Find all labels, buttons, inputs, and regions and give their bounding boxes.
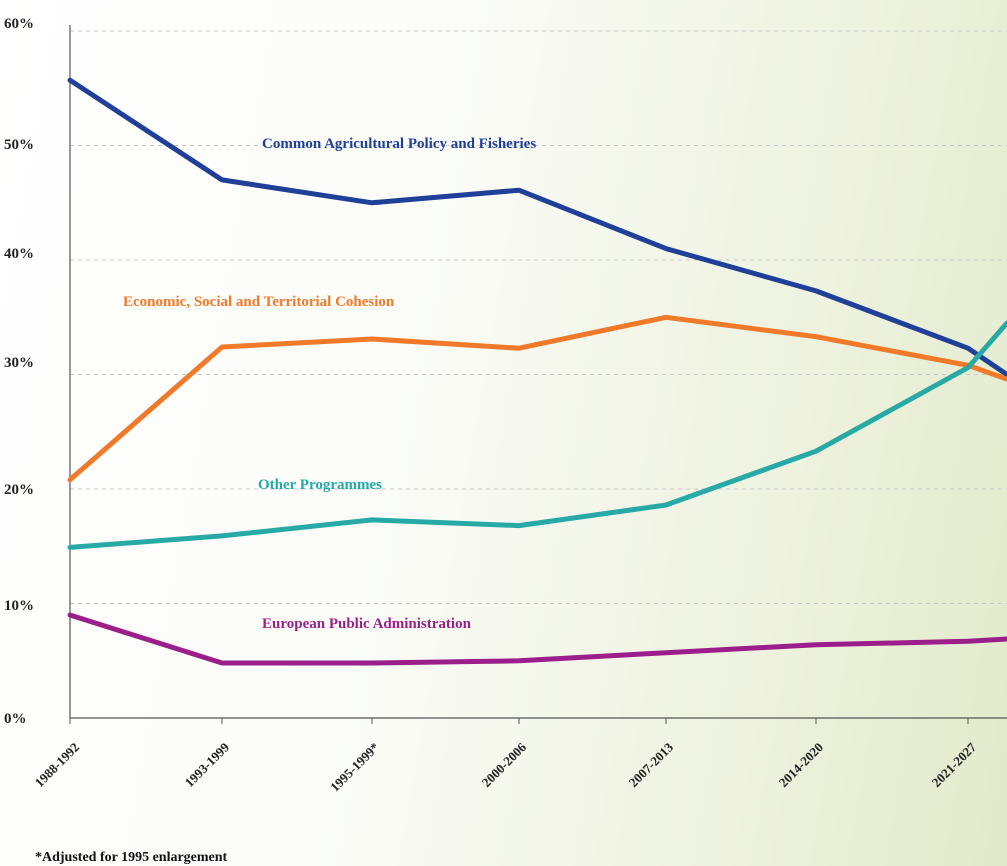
x-tick-label: 2014-2020 bbox=[776, 740, 826, 790]
x-tick-label: 2007-2013 bbox=[626, 739, 677, 790]
series-label-cohesion: Economic, Social and Territorial Cohesio… bbox=[123, 294, 395, 310]
series-label-admin: European Public Administration bbox=[262, 616, 472, 632]
x-tick-label: 1995-1999* bbox=[327, 740, 382, 795]
x-tick-label: 1993-1999 bbox=[182, 739, 233, 790]
y-tick-label: 30% bbox=[4, 355, 34, 371]
x-tick-label: 2021-2027 bbox=[929, 739, 980, 790]
footnote: *Adjusted for 1995 enlargement bbox=[35, 850, 228, 865]
series-label-other: Other Programmes bbox=[258, 477, 382, 493]
x-tick-label: 1988-1992 bbox=[32, 740, 82, 790]
x-tick-label: 2000-2006 bbox=[479, 739, 530, 790]
series-line-3 bbox=[67, 612, 1007, 666]
y-tick-label: 20% bbox=[4, 482, 34, 498]
x-axis bbox=[69, 717, 1007, 724]
series-lines bbox=[67, 77, 1007, 666]
series-line-2 bbox=[67, 320, 1007, 550]
series-label-cap: Common Agricultural Policy and Fisheries bbox=[262, 136, 536, 152]
y-tick-label: 40% bbox=[4, 246, 34, 262]
y-tick-label: 60% bbox=[4, 16, 34, 32]
y-tick-label: 10% bbox=[4, 598, 34, 614]
y-tick-label: 0% bbox=[4, 711, 27, 727]
series-line-0 bbox=[67, 77, 1007, 377]
gridlines bbox=[70, 30, 1007, 604]
y-tick-label: 50% bbox=[4, 137, 34, 153]
series-line-1 bbox=[67, 314, 1007, 483]
